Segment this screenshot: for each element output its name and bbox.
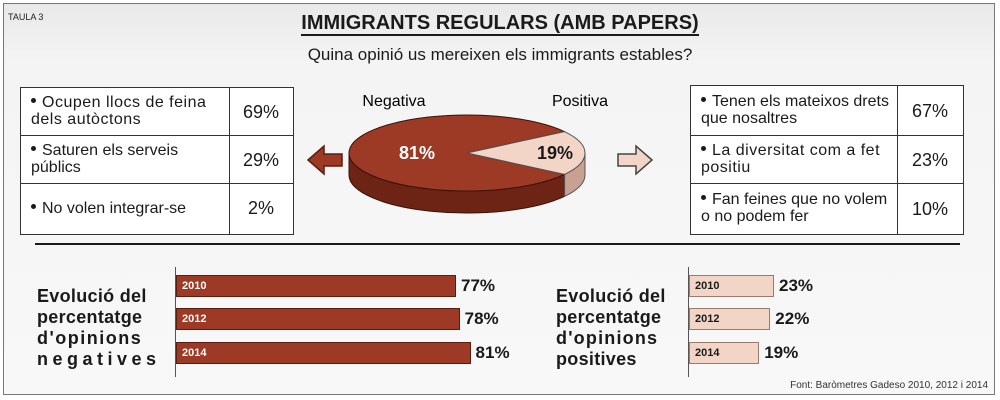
opinion-pie-chart: 81% 19% Negativa Positiva <box>306 93 654 214</box>
bullet-icon <box>701 97 706 103</box>
table-divider <box>897 86 898 234</box>
negative-bar-value-label: 77% <box>461 276 496 295</box>
positive-bar-value-label: 22% <box>775 309 810 328</box>
row-value: 10% <box>911 199 949 219</box>
row-value: 67% <box>911 101 949 121</box>
negative-reasons-table: Ocupen llocs de feina dels autòctons 69%… <box>20 87 294 235</box>
row-value: 29% <box>242 150 280 170</box>
table-row: Fan feines que no volem o no podem fer 1… <box>691 184 963 234</box>
question-subtitle: Quina opinió us mereixen els immigrants … <box>307 45 693 64</box>
arrow-left-icon <box>306 144 343 176</box>
source-note: Font: Baròmetres Gadeso 2010, 2012 i 201… <box>790 380 988 391</box>
title-text: IMMIGRANTS REGULARS (AMB PAPERS) <box>301 12 699 36</box>
positive-bar-2014: 2014 <box>689 342 760 364</box>
table-row: Tenen els mateixos drets que nosaltres 6… <box>691 86 963 136</box>
pie-value-negative: 81% <box>399 143 435 163</box>
positive-bar-value-label: 23% <box>779 276 814 295</box>
pie-slice-positive <box>466 131 586 175</box>
bullet-icon <box>31 204 36 210</box>
negative-bar-2014: 2014 <box>176 342 471 364</box>
row-text: Saturen els serveis públics <box>31 142 179 176</box>
bullet-icon <box>31 98 36 104</box>
negative-bar-year-label: 2014 <box>182 347 207 359</box>
section-divider <box>35 243 960 245</box>
positive-bar-2010: 2010 <box>689 275 774 297</box>
positive-bar-value-label: 19% <box>764 343 799 362</box>
negative-bar-2010: 2010 <box>176 275 456 297</box>
positive-evolution-chart: 2010 23% 2012 22% 2014 19% <box>688 267 888 377</box>
axis-line <box>688 267 689 377</box>
pie-slice-negative <box>348 114 567 192</box>
bullet-icon <box>31 146 36 152</box>
row-text: No volen integrar-se <box>31 200 223 217</box>
table-row: La diversitat com a fet positiu 23% <box>691 136 963 184</box>
row-value: 69% <box>242 102 280 122</box>
positive-bar-year-label: 2014 <box>695 347 720 359</box>
negative-bar-year-label: 2012 <box>182 313 207 325</box>
negative-bar-value-label: 78% <box>464 309 499 328</box>
table-row: Ocupen llocs de feina dels autòctons 69% <box>21 88 293 136</box>
row-value: 23% <box>911 150 949 170</box>
row-text: Ocupen llocs de feina dels autòctons <box>31 94 207 128</box>
pie-value-positive: 19% <box>537 143 573 163</box>
bullet-icon <box>701 146 706 152</box>
row-text: Tenen els mateixos drets que nosaltres <box>701 93 889 127</box>
row-value: 2% <box>247 198 274 218</box>
negative-bar-year-label: 2010 <box>182 280 207 292</box>
row-text: La diversitat com a fet positiu <box>701 142 881 176</box>
negative-bar-2012: 2012 <box>176 308 460 330</box>
axis-line <box>175 267 176 377</box>
positive-bar-year-label: 2010 <box>695 280 720 292</box>
negative-evolution-label: Evolució del percentatge d'opinions nega… <box>37 286 161 369</box>
page-title: IMMIGRANTS REGULARS (AMB PAPERS) <box>0 12 1000 36</box>
bullet-icon <box>701 195 706 201</box>
positive-bar-2012: 2012 <box>689 308 771 330</box>
pie-label-positive: Positiva <box>552 93 608 110</box>
negative-evolution-chart: 2010 77% 2012 78% 2014 81% <box>175 267 555 377</box>
positive-bar-year-label: 2012 <box>695 313 720 325</box>
positive-reasons-table: Tenen els mateixos drets que nosaltres 6… <box>690 85 964 235</box>
table-row: No volen integrar-se 2% <box>21 184 293 234</box>
positive-evolution-label: Evolució del percentatge d'opinions posi… <box>556 286 666 369</box>
row-text: Fan feines que no volem o no podem fer <box>701 191 888 225</box>
negative-bar-value-label: 81% <box>475 343 510 362</box>
table-tag: TAULA 3 <box>8 12 44 22</box>
table-row: Saturen els serveis públics 29% <box>21 136 293 184</box>
table-divider <box>229 88 230 234</box>
pie-label-negative: Negativa <box>362 93 425 110</box>
arrow-right-icon <box>617 144 654 176</box>
